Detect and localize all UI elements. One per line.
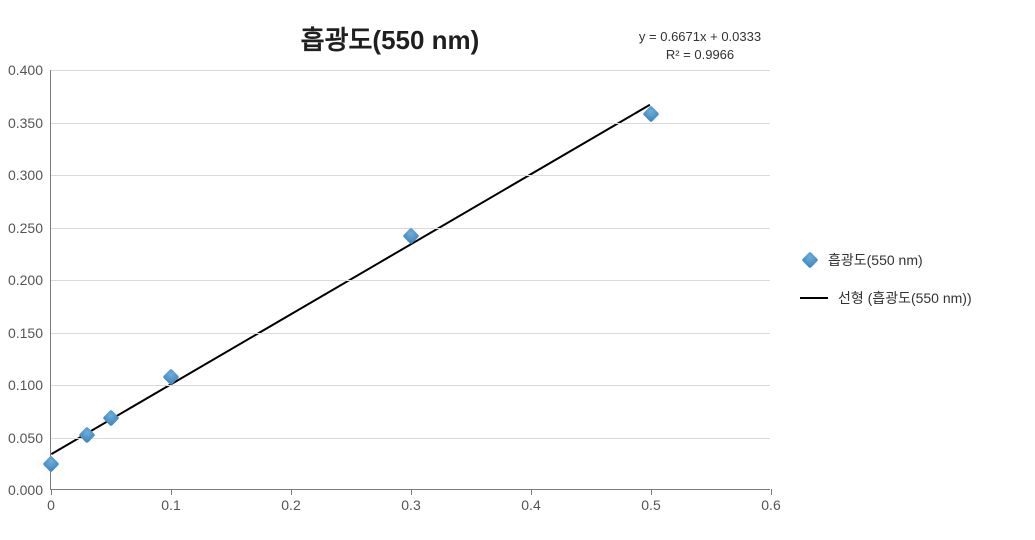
gridline-h xyxy=(51,333,770,334)
gridline-h xyxy=(51,123,770,124)
legend-item-series: 흡광도(550 nm) xyxy=(800,250,972,270)
plot-area: 0.0000.0500.1000.1500.2000.2500.3000.350… xyxy=(50,70,770,490)
gridline-h xyxy=(51,438,770,439)
gridline-h xyxy=(51,280,770,281)
legend: 흡광도(550 nm) 선형 (흡광도(550 nm)) xyxy=(800,250,972,326)
y-tick-label: 0.000 xyxy=(8,482,51,498)
y-tick-label: 0.200 xyxy=(8,272,51,288)
y-tick-label: 0.150 xyxy=(8,325,51,341)
regression-equation: y = 0.6671x + 0.0333 xyxy=(610,28,790,46)
gridline-h xyxy=(51,70,770,71)
r-squared: R² = 0.9966 xyxy=(610,46,790,64)
gridline-h xyxy=(51,385,770,386)
y-tick-label: 0.050 xyxy=(8,430,51,446)
diamond-marker-icon xyxy=(802,252,819,269)
y-tick-label: 0.400 xyxy=(8,62,51,78)
legend-trend-label: 선형 (흡광도(550 nm)) xyxy=(838,288,972,308)
y-tick-label: 0.250 xyxy=(8,220,51,236)
legend-item-trendline: 선형 (흡광도(550 nm)) xyxy=(800,288,972,308)
gridline-h xyxy=(51,175,770,176)
x-tick-label: 0 xyxy=(47,489,55,513)
x-tick-label: 0.4 xyxy=(521,489,540,513)
x-tick-label: 0.5 xyxy=(641,489,660,513)
regression-annotation: y = 0.6671x + 0.0333 R² = 0.9966 xyxy=(610,28,790,64)
y-tick-label: 0.100 xyxy=(8,377,51,393)
legend-series-label: 흡광도(550 nm) xyxy=(828,250,923,270)
y-tick-label: 0.300 xyxy=(8,167,51,183)
x-tick-label: 0.3 xyxy=(401,489,420,513)
x-tick-label: 0.2 xyxy=(281,489,300,513)
line-icon xyxy=(800,297,828,299)
y-tick-label: 0.350 xyxy=(8,115,51,131)
x-tick-label: 0.6 xyxy=(761,489,780,513)
x-tick-label: 0.1 xyxy=(161,489,180,513)
